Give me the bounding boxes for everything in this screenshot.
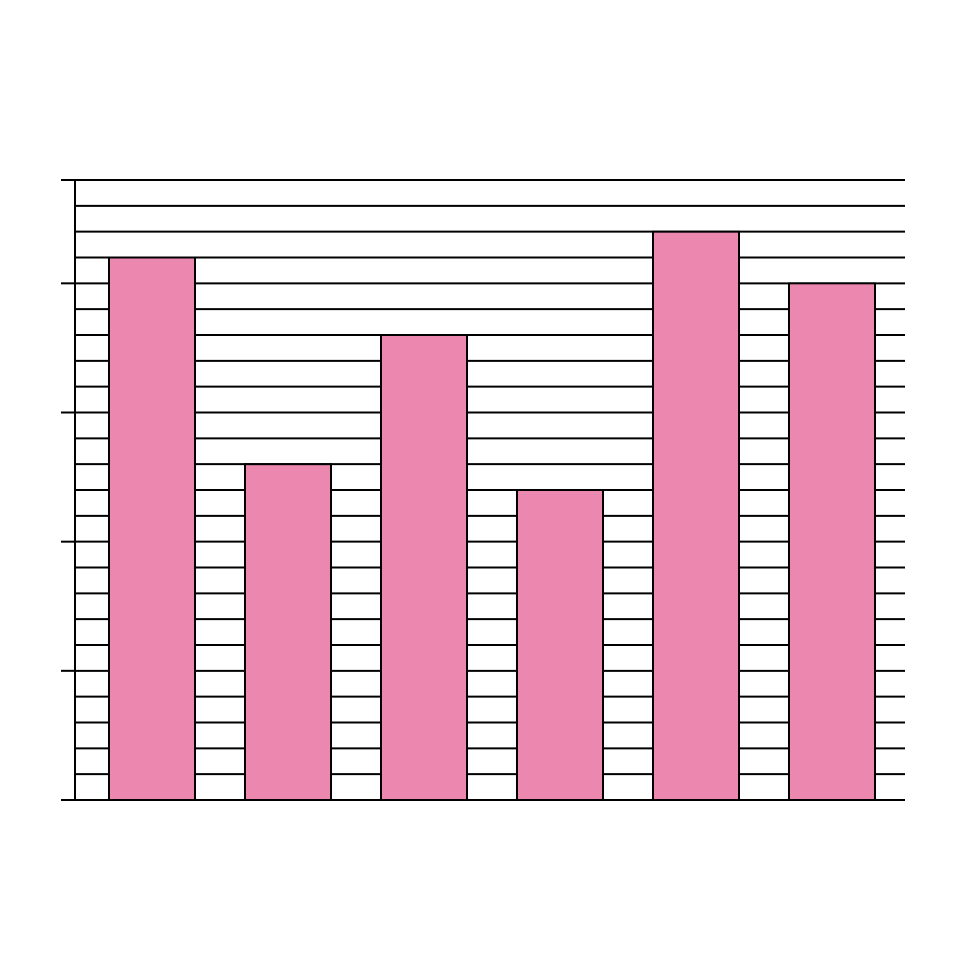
bar-chart-svg <box>0 0 980 980</box>
bar-chart <box>0 0 980 980</box>
